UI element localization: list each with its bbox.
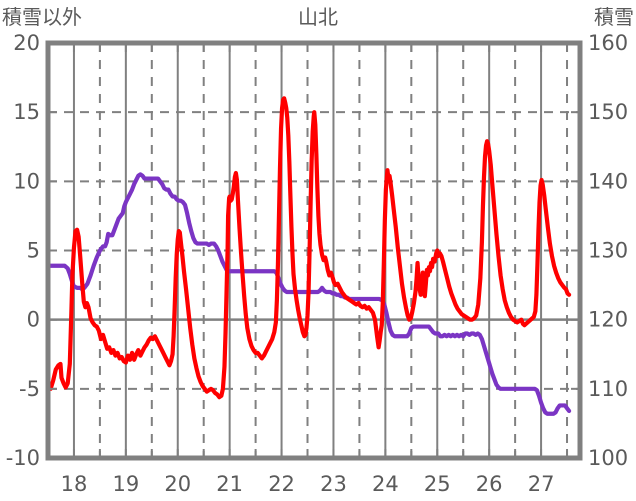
left-tick-label: 20 bbox=[13, 31, 40, 55]
x-tick-label: 25 bbox=[424, 472, 451, 496]
x-tick-label: 19 bbox=[112, 472, 139, 496]
x-tick-label: 18 bbox=[61, 472, 88, 496]
right-tick-label: 130 bbox=[588, 239, 628, 263]
right-tick-label: 120 bbox=[588, 308, 628, 332]
left-tick-label: 15 bbox=[13, 100, 40, 124]
x-tick-label: 20 bbox=[164, 472, 191, 496]
x-tick-label: 23 bbox=[320, 472, 347, 496]
right-tick-label: 160 bbox=[588, 31, 628, 55]
series-line-snow bbox=[45, 172, 572, 416]
x-tick-label: 24 bbox=[372, 472, 399, 496]
left-tick-label: 10 bbox=[13, 169, 40, 193]
right-axis-name: 積雪 bbox=[594, 5, 634, 29]
x-tick-label: 21 bbox=[216, 472, 243, 496]
series-line-non-snow bbox=[45, 96, 572, 400]
series-lines bbox=[45, 96, 572, 416]
chart-title: 山北 bbox=[298, 5, 338, 29]
x-tick-label: 22 bbox=[268, 472, 295, 496]
left-axis-name-group: 積雪以外 bbox=[2, 5, 82, 29]
left-axis-tick-labels: -10 -5 0 5 10 15 20 bbox=[6, 31, 40, 470]
x-axis-tick-labels: 18 19 20 21 22 23 24 25 26 27 bbox=[61, 472, 555, 496]
left-tick-label: -5 bbox=[19, 377, 40, 401]
left-tick-label: 5 bbox=[27, 239, 40, 263]
left-axis-name: 積雪以外 bbox=[2, 5, 82, 29]
chart-title-group: 山北 bbox=[298, 5, 338, 29]
left-tick-label: -10 bbox=[6, 446, 40, 470]
x-tick-label: 26 bbox=[476, 472, 503, 496]
x-tick-label: 27 bbox=[528, 472, 555, 496]
right-tick-label: 110 bbox=[588, 377, 628, 401]
left-tick-label: 0 bbox=[27, 308, 40, 332]
right-tick-label: 150 bbox=[588, 100, 628, 124]
right-axis-name-group: 積雪 bbox=[594, 5, 634, 29]
right-tick-label: 140 bbox=[588, 169, 628, 193]
right-axis-tick-labels: 100 110 120 130 140 150 160 bbox=[588, 31, 628, 470]
right-tick-label: 100 bbox=[588, 446, 628, 470]
axis-ticks bbox=[48, 42, 580, 459]
